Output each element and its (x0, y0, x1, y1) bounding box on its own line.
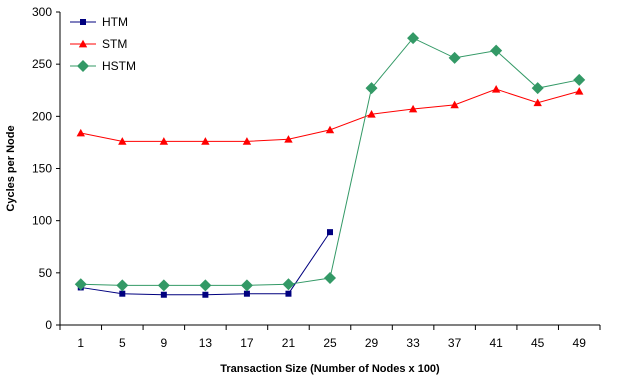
legend: HTM STM HSTM (70, 15, 136, 73)
legend-label: HSTM (102, 59, 136, 73)
x-tick-label: 9 (161, 336, 168, 350)
data-point-stm (325, 125, 335, 134)
legend-item-stm: STM (70, 37, 127, 51)
data-point-htm (243, 290, 250, 297)
x-tick-label: 21 (282, 336, 296, 350)
x-tick-label: 29 (365, 336, 379, 350)
data-point-stm (76, 128, 85, 137)
x-tick-label: 17 (240, 336, 254, 350)
data-point-hstm (157, 279, 170, 292)
data-point-hstm (490, 44, 503, 57)
series-line-hstm (80, 37, 580, 286)
data-point-hstm (448, 51, 461, 64)
x-tick-label: 45 (531, 336, 545, 350)
x-tick-label: 13 (199, 336, 213, 350)
y-tick-label: 200 (32, 109, 52, 123)
data-point-hstm (531, 82, 544, 95)
data-point-htm (285, 290, 292, 297)
x-tick-label: 33 (406, 336, 420, 350)
data-point-hstm (407, 32, 420, 45)
data-point-hstm (282, 278, 295, 291)
y-tick-label: 300 (32, 5, 52, 19)
y-tick-label: 0 (45, 318, 52, 332)
legend-marker-diamond-icon (77, 60, 89, 72)
legend-marker-square-icon (80, 19, 86, 25)
data-point-hstm (74, 278, 87, 291)
data-point-hstm (199, 279, 212, 292)
series-line-stm (80, 88, 580, 142)
data-point-htm (327, 229, 333, 236)
data-point-stm (408, 104, 418, 113)
data-point-stm (575, 87, 584, 95)
data-point-stm (201, 137, 210, 145)
x-tick-label: 1 (77, 336, 84, 350)
data-point-hstm (365, 82, 378, 95)
legend-item-htm: HTM (70, 15, 128, 29)
data-point-stm (118, 137, 127, 145)
data-point-hstm (240, 279, 253, 292)
y-tick-label: 100 (32, 214, 52, 228)
data-point-stm (450, 100, 459, 109)
series-stm (76, 85, 584, 145)
y-tick-label: 250 (32, 57, 52, 71)
data-point-stm (159, 137, 169, 145)
x-tick-label: 49 (573, 336, 587, 350)
x-tick-label: 5 (119, 336, 126, 350)
legend-label: HTM (102, 15, 128, 29)
data-point-stm (284, 135, 293, 143)
data-point-stm (491, 85, 501, 93)
x-tick-label: 25 (323, 336, 337, 350)
data-point-stm (242, 137, 252, 145)
series-layer (74, 32, 586, 298)
data-point-hstm (573, 73, 586, 86)
y-tick-label: 150 (32, 162, 52, 176)
data-point-htm (119, 290, 126, 297)
x-axis-title: Transaction Size (Number of Nodes x 100) (220, 363, 440, 375)
legend-label: STM (102, 37, 127, 51)
y-axis-title: Cycles per Node (5, 125, 17, 211)
x-tick-label: 37 (448, 336, 462, 350)
series-hstm (74, 32, 586, 292)
data-point-stm (533, 98, 542, 107)
data-point-stm (367, 110, 376, 118)
data-point-htm (160, 291, 167, 298)
y-tick-label: 50 (39, 266, 53, 280)
x-tick-label: 41 (489, 336, 503, 350)
legend-item-hstm: HSTM (70, 59, 136, 73)
data-point-htm (202, 291, 209, 298)
data-point-hstm (116, 279, 129, 292)
data-point-hstm (324, 272, 336, 285)
legend-marker-triangle-icon (78, 39, 88, 48)
axes: 0 50 100 150 200 250 300 1 5 9 13 17 21 25 29 33 37 41 45 4… (32, 5, 601, 350)
